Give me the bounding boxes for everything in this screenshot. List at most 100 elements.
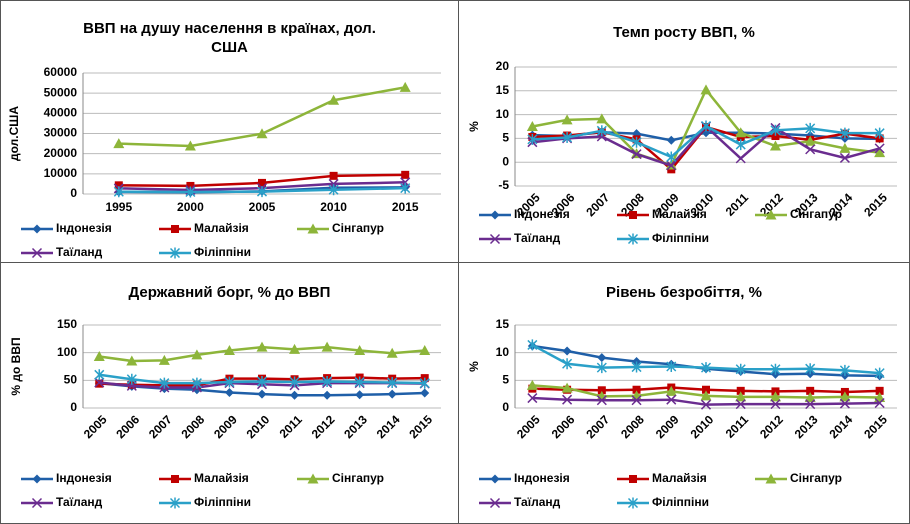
legend-label: Індонезія — [56, 471, 112, 485]
x-tick-label: 2012 — [309, 412, 338, 441]
legend-marker — [31, 247, 43, 259]
data-point — [158, 354, 170, 365]
legend-label: Філіппіни — [652, 495, 709, 509]
data-point — [597, 353, 607, 363]
data-point — [735, 363, 746, 375]
data-point — [666, 160, 677, 171]
data-point — [561, 382, 573, 393]
legend-label: Таїланд — [514, 231, 561, 245]
y-tick-label: 50000 — [44, 85, 78, 99]
legend-marker — [765, 473, 777, 484]
data-point — [527, 339, 538, 351]
data-point — [321, 341, 333, 352]
data-point — [771, 132, 780, 141]
chart-panel: Рівень безробіття, % 0 5 10 15% 2005 2006 2007 2… — [458, 262, 910, 524]
x-tick-label: 2006 — [549, 412, 578, 441]
data-point — [355, 390, 365, 400]
data-point — [805, 122, 816, 134]
legend-marker — [489, 233, 501, 245]
data-point — [702, 385, 710, 394]
y-tick-label: 60000 — [44, 65, 78, 79]
y-tick-label: 5 — [502, 373, 509, 387]
data-point — [185, 186, 196, 198]
data-point — [329, 171, 338, 180]
data-point — [666, 394, 677, 405]
data-point — [256, 341, 268, 352]
data-point — [874, 147, 886, 158]
data-point — [561, 114, 573, 125]
data-point — [666, 361, 677, 372]
data-point — [562, 131, 573, 143]
x-tick-label: 2014 — [826, 412, 855, 441]
data-point — [526, 121, 538, 131]
data-point — [839, 398, 850, 409]
data-point — [113, 186, 124, 198]
x-tick-label: 1995 — [105, 200, 132, 214]
legend-label: Малайзія — [652, 471, 707, 485]
data-point — [191, 377, 202, 389]
data-point — [562, 358, 573, 370]
y-tick-label: 0 — [502, 154, 509, 168]
legend-label: Індонезія — [514, 471, 570, 485]
data-point — [256, 186, 268, 198]
data-point — [322, 375, 333, 387]
data-point — [806, 386, 815, 395]
data-point — [387, 377, 398, 389]
y-tick-label: 5 — [502, 131, 509, 145]
legend-marker — [169, 497, 181, 509]
legend-label: Таїланд — [56, 495, 103, 509]
x-tick-label: 2005 — [81, 412, 110, 441]
data-point — [735, 391, 747, 402]
data-point — [224, 388, 234, 398]
legend-label: Філіппіни — [652, 231, 709, 245]
y-tick-label: 0 — [502, 400, 509, 414]
legend-marker — [490, 210, 500, 220]
data-point — [735, 153, 746, 164]
x-tick-label: 2011 — [277, 412, 306, 441]
data-point — [223, 344, 235, 355]
data-point — [527, 393, 538, 404]
legend-label: Філіппіни — [194, 495, 251, 509]
x-tick-label: 2005 — [249, 200, 276, 214]
chart-title: Державний борг, % до ВВП — [128, 284, 331, 301]
x-tick-label: 2011 — [723, 190, 752, 219]
y-tick-label: 10 — [496, 345, 510, 359]
x-tick-label: 2007 — [146, 412, 175, 441]
data-point — [596, 125, 607, 137]
data-point — [804, 391, 816, 402]
legend-label: Індонезія — [56, 221, 112, 235]
data-point — [114, 181, 123, 190]
data-point — [401, 170, 410, 179]
data-point — [400, 182, 411, 194]
legend-marker — [629, 475, 637, 483]
data-point — [770, 124, 781, 136]
x-tick-label: 2000 — [177, 200, 204, 214]
data-point — [354, 344, 366, 355]
data-point — [874, 143, 885, 154]
y-tick-label: 0 — [70, 400, 77, 414]
data-point — [700, 120, 712, 132]
chart-title: ВВП на душу населення в країнах, дол. СШ… — [83, 20, 376, 56]
x-tick-label: 2015 — [861, 412, 890, 441]
y-axis-label: % до ВВП — [9, 337, 23, 395]
legend-marker — [489, 497, 501, 509]
y-tick-label: 15 — [496, 317, 510, 331]
data-point — [839, 391, 851, 402]
x-tick-label: 2008 — [618, 412, 647, 441]
legend-marker — [490, 474, 500, 484]
legend-marker — [627, 497, 639, 509]
legend-marker — [32, 224, 42, 234]
data-point — [735, 127, 747, 138]
x-tick-label: 2007 — [583, 412, 612, 441]
data-point — [113, 138, 125, 149]
data-point — [224, 376, 235, 388]
data-point — [420, 388, 430, 398]
y-tick-label: 10 — [496, 107, 510, 121]
data-point — [666, 151, 677, 163]
y-tick-label: 100 — [57, 345, 77, 359]
data-point — [562, 394, 573, 405]
data-point — [631, 136, 642, 148]
x-tick-label: 2011 — [723, 412, 752, 441]
data-point — [804, 135, 816, 146]
